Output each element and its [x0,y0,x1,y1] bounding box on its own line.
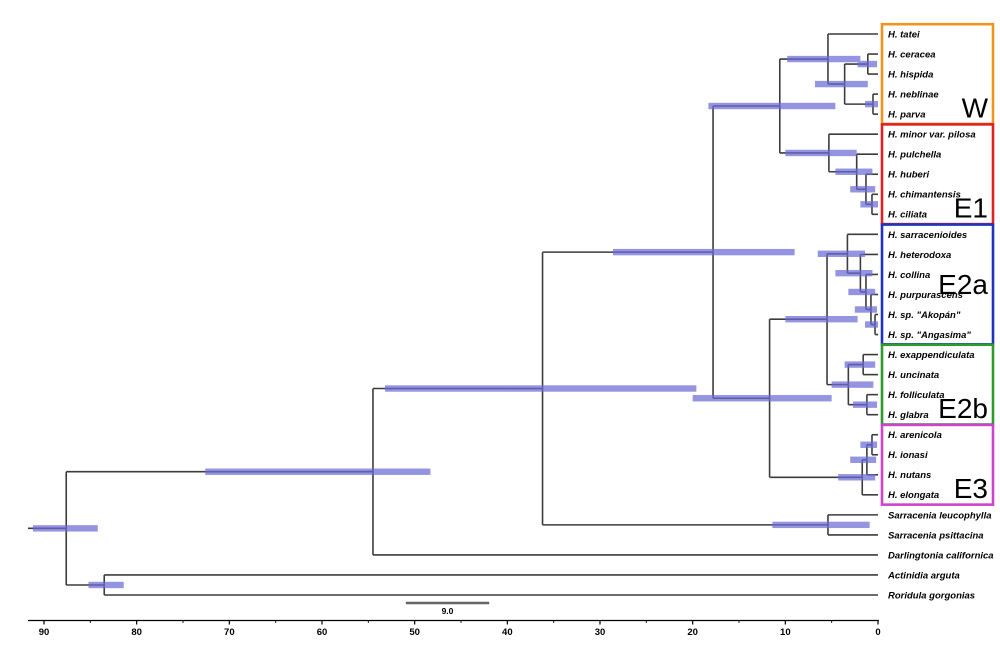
node-age-bar [692,395,832,402]
tip-label: H. glabra [888,410,929,421]
tip-label: H. elongata [888,490,939,501]
tip-label: Roridula gorgonias [888,590,975,601]
tip-label: H. purpurascens [888,290,963,301]
axis-tick-label: 50 [409,627,420,638]
clade-label-E3: E3 [954,473,988,504]
scale-bar-label: 9.0 [442,606,454,616]
node-age-bar [814,80,868,88]
scale-bar: 9.0 [405,601,490,616]
tip-label: H. ciliata [888,210,927,221]
node-age-bar [848,288,876,296]
clade-label-W: W [962,92,989,123]
axis-tick-label: 90 [39,627,50,638]
tip-label: H. parva [888,110,926,121]
node-age-bar [860,441,878,448]
node-age-bar [785,149,857,157]
tip-label: Darlingtonia californica [888,550,994,561]
node-age-bar [831,381,874,388]
clade-label-E2a: E2a [938,269,988,300]
tip-label: H. sarracenioides [888,230,967,241]
node-age-bar [785,315,858,323]
clade-label-E1: E1 [954,193,988,224]
node-age-bar [865,321,878,328]
tip-label: Actinidia arguta [887,570,960,581]
tip-label: H. hispida [888,69,933,80]
node-age-bar [857,60,878,68]
tip-label: H. minor var. pilosa [888,130,976,141]
time-axis: 90 80 70 60 50 40 30 20 10 0 [28,619,881,638]
node-age-bar [708,102,836,110]
tip-label: H. collina [888,270,930,281]
tip-label: Sarracenia psittacina [888,530,984,541]
tip-label: H. arenicola [888,430,942,441]
node-age-bar [838,474,876,481]
clade-box-E3 [880,423,995,506]
tip-label: H. uncinata [888,370,939,381]
axis-tick-label: 80 [131,627,142,638]
tip-label: Sarracenia leucophylla [888,510,992,521]
axis-tick-label: 20 [687,627,698,638]
node-age-bar [817,250,866,257]
node-age-bar [854,306,878,313]
node-age-bar [612,248,795,256]
node-age-bar [32,525,98,532]
clade-label-E2b: E2b [938,393,988,424]
tip-label: H. pulchella [888,150,941,161]
tip-label: H. neblinae [888,90,939,101]
node-age-bar [835,168,873,175]
node-age-bar [850,186,876,193]
node-age-bar [844,361,876,368]
axis-tick-label: 40 [502,627,513,638]
node-age-bar [772,521,870,529]
tip-label: H. chimantensis [888,190,961,201]
tip-label: H. tatei [888,29,920,40]
tip-label: H. sp. "Akopán" [888,310,961,321]
node-age-bar [88,581,124,589]
tip-label: H. huberi [888,170,930,181]
tip-label: H. ionasi [888,450,928,461]
tip-label: H. ceracea [888,49,936,60]
axis-tick-label: 10 [780,627,791,638]
clade-boxes [880,22,995,506]
node-age-bars [32,55,878,589]
node-age-bar [787,55,861,63]
node-age-bar [860,201,878,208]
tree-branches [28,33,878,596]
axis-tick-label: 60 [317,627,328,638]
axis-tick-label: 30 [595,627,606,638]
node-age-bar [865,100,878,108]
tip-label: H. exappendiculata [888,350,975,361]
node-age-bar [852,401,878,408]
tip-label: H. nutans [888,470,931,481]
axis-tick-label: 70 [224,627,235,638]
tip-label: H. heterodoxa [888,250,951,261]
axis-tick-label: 0 [875,627,880,638]
labels: W E1 E2a E2b E3 H. tatei H. ceracea H. hispida H… [887,29,994,601]
tip-label: H. sp. "Angasima" [888,330,971,341]
node-age-bar [850,456,877,463]
node-age-bar [385,385,697,392]
node-age-bar [835,269,873,277]
tip-label: H. folliculata [888,390,944,401]
node-age-bar [205,468,431,475]
